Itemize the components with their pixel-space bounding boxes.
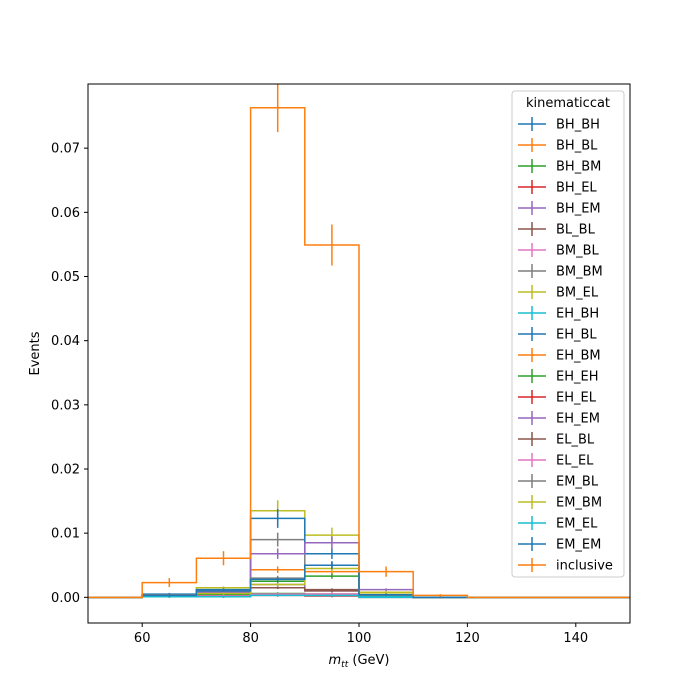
y-axis-label: Events	[28, 331, 43, 375]
legend-entry-EL_BL: EL_BL	[518, 432, 595, 448]
legend-label-BM_BL: BM_BL	[556, 244, 600, 259]
legend-label-EL_BL: EL_BL	[556, 433, 595, 448]
legend-label-EL_EL: EL_EL	[556, 454, 594, 469]
y-tick-label-1: 0.01	[51, 527, 80, 542]
legend-label-EM_EL: EM_EL	[556, 517, 598, 532]
legend-entry-BH_BH: BH_BH	[518, 117, 600, 133]
x-tick-label-120: 120	[455, 631, 480, 646]
legend-label-BM_EL: BM_EL	[556, 286, 599, 301]
x-tick-label-80: 80	[242, 631, 259, 646]
legend-label-BH_EM: BH_EM	[556, 202, 601, 217]
legend-entry-EH_BM: EH_BM	[518, 348, 601, 364]
legend-entry-BM_BL: BM_BL	[518, 243, 600, 259]
y-tick-label-7: 0.07	[51, 142, 80, 157]
legend-entry-BH_EL: BH_EL	[518, 180, 597, 196]
legend-label-EH_EM: EH_EM	[556, 412, 600, 427]
legend-entry-BL_BL: BL_BL	[518, 222, 596, 238]
series-inclusive	[88, 84, 630, 599]
legend-label-inclusive: inclusive	[556, 559, 613, 574]
legend-entry-EH_BL: EH_BL	[518, 327, 597, 343]
legend-entry-EM_BL: EM_BL	[518, 474, 599, 490]
legend-label-EM_BM: EM_BM	[556, 496, 602, 511]
legend-entry-BM_EL: BM_EL	[518, 285, 599, 301]
legend-label-BH_BL: BH_BL	[556, 139, 598, 154]
legend-entry-BH_BM: BH_BM	[518, 159, 601, 175]
x-axis-label: mtt (GeV)	[329, 653, 390, 670]
legend-label-BM_BM: BM_BM	[556, 265, 603, 280]
legend-entry-EM_BM: EM_BM	[518, 495, 602, 511]
legend-entry-EM_EM: EM_EM	[518, 537, 601, 553]
legend-label-EM_BL: EM_BL	[556, 475, 599, 490]
legend-label-EM_EM: EM_EM	[556, 538, 601, 553]
y-tick-label-6: 0.06	[51, 206, 80, 221]
axes: 60 80 100 120 140 0.00 0.01 0.02 0.03 0.04 0.05 0.0…	[28, 83, 631, 670]
x-axis-label-unit: (GeV)	[348, 653, 389, 668]
legend-entry-EH_EM: EH_EM	[518, 411, 600, 427]
y-tick-label-0: 0.00	[51, 591, 80, 606]
legend-label-EH_EH: EH_EH	[556, 370, 598, 385]
y-tick-label-4: 0.04	[51, 334, 80, 349]
plot-area	[88, 84, 630, 599]
legend-label-EH_EL: EH_EL	[556, 391, 597, 406]
legend: kinematiccat BH_BH BH_BL BH_BM BH_EL BH_EM BL_…	[511, 90, 625, 578]
legend-entry-EH_EL: EH_EL	[518, 390, 597, 406]
legend-label-EH_BL: EH_BL	[556, 328, 597, 343]
legend-entry-EH_BH: EH_BH	[518, 306, 599, 322]
legend-label-BH_BM: BH_BM	[556, 160, 601, 175]
y-tick-label-3: 0.03	[51, 398, 80, 413]
legend-label-EH_BH: EH_BH	[556, 307, 599, 322]
y-tick-label-2: 0.02	[51, 463, 80, 478]
legend-entry-BH_EM: BH_EM	[518, 201, 601, 217]
x-tick-label-60: 60	[134, 631, 151, 646]
legend-title: kinematiccat	[526, 96, 610, 111]
legend-label-BH_EL: BH_EL	[556, 181, 597, 196]
legend-label-EH_BM: EH_BM	[556, 349, 601, 364]
y-tick-label-5: 0.05	[51, 270, 80, 285]
legend-entry-EL_EL: EL_EL	[518, 453, 594, 469]
legend-label-BL_BL: BL_BL	[556, 223, 596, 238]
x-axis-label-subscript: tt	[341, 660, 349, 670]
legend-entry-EM_EL: EM_EL	[518, 516, 598, 532]
x-axis-label-main: m	[329, 653, 342, 668]
legend-entry-BH_BL: BH_BL	[518, 138, 598, 154]
legend-entry-EH_EH: EH_EH	[518, 369, 598, 385]
legend-label-BH_BH: BH_BH	[556, 118, 600, 133]
x-tick-label-140: 140	[563, 631, 588, 646]
legend-entry-BM_BM: BM_BM	[518, 264, 603, 280]
legend-entry-inclusive: inclusive	[518, 558, 613, 574]
legend-box	[511, 90, 625, 578]
x-tick-label-100: 100	[347, 631, 372, 646]
